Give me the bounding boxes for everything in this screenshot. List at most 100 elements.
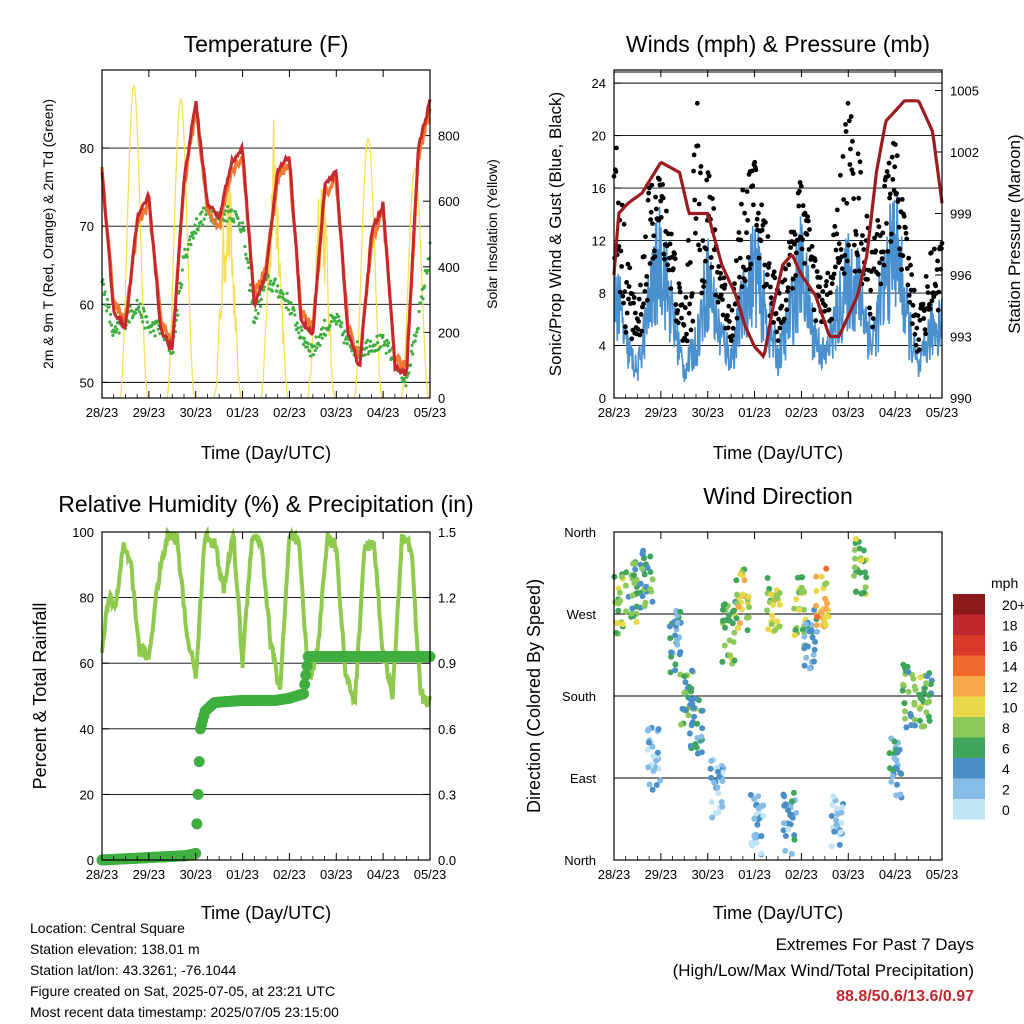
direction-point	[719, 658, 726, 665]
dewpoint-point	[312, 353, 316, 357]
dewpoint-point	[155, 319, 159, 323]
dewpoint-point	[383, 340, 387, 344]
direction-point	[708, 799, 715, 806]
dewpoint-point	[295, 321, 299, 325]
dewpoint-point	[266, 274, 270, 278]
legend-label: 4	[1002, 761, 1010, 777]
dewpoint-point	[355, 340, 359, 344]
dewpoint-point	[228, 216, 232, 220]
legend-label: 16	[1002, 638, 1018, 654]
direction-point	[766, 585, 773, 592]
gust-point	[776, 316, 781, 322]
gust-point	[934, 267, 940, 272]
direction-point	[733, 615, 740, 622]
gust-point	[669, 231, 674, 237]
gust-point	[738, 237, 744, 243]
legend-label: 8	[1002, 720, 1010, 736]
x-tick-label: 04/23	[879, 867, 912, 882]
gust-point	[745, 217, 751, 223]
gust-point	[844, 200, 850, 206]
gust-point	[901, 213, 907, 219]
dewpoint-point	[291, 305, 295, 310]
dewpoint-point	[342, 341, 346, 345]
gust-point	[887, 195, 892, 201]
dewpoint-point	[315, 346, 319, 350]
direction-point	[853, 535, 860, 542]
direction-point	[751, 796, 757, 802]
gust-point	[880, 249, 886, 255]
dewpoint-point	[245, 257, 249, 261]
legend-swatch	[953, 635, 985, 656]
dewpoint-point	[364, 341, 368, 345]
x-tick-label: 28/23	[598, 867, 631, 882]
direction-point	[822, 595, 829, 602]
gust-point	[625, 261, 631, 267]
dewpoint-point	[388, 348, 392, 352]
solar-insolation-line	[119, 84, 430, 399]
direction-point	[641, 571, 648, 578]
direction-point	[653, 757, 660, 764]
direction-point	[855, 568, 862, 575]
gust-point	[906, 293, 912, 298]
gust-point	[677, 289, 683, 295]
dewpoint-point	[289, 301, 293, 305]
direction-point	[633, 619, 640, 625]
dewpoint-point	[318, 343, 322, 347]
precip-point	[300, 669, 312, 681]
gust-point	[752, 159, 758, 165]
direction-point	[719, 778, 726, 784]
legend-label: 2	[1002, 782, 1010, 798]
direction-point	[650, 753, 657, 760]
gust-point	[870, 316, 876, 321]
gust-point	[624, 310, 630, 316]
direction-point	[768, 621, 775, 628]
gust-point	[698, 170, 703, 176]
direction-point	[644, 564, 651, 571]
x-tick-label: 02/23	[273, 405, 306, 420]
dewpoint-point	[415, 330, 419, 334]
dewpoint-point	[323, 318, 327, 322]
gust-point	[648, 217, 653, 223]
y-tick-label: 4	[599, 339, 606, 354]
direction-point	[891, 738, 898, 745]
gust-point	[885, 249, 891, 254]
direction-point	[632, 560, 639, 567]
dewpoint-point	[230, 208, 234, 212]
dewpoint-point	[292, 308, 296, 312]
direction-point	[797, 589, 804, 596]
gust-point	[684, 338, 690, 344]
gust-point	[644, 274, 650, 279]
gust-point	[793, 250, 799, 256]
dewpoint-point	[326, 327, 331, 332]
dewpoint-point	[144, 315, 149, 319]
gust-point	[658, 215, 664, 220]
direction-point	[788, 798, 795, 805]
dewpoint-point	[256, 312, 260, 316]
dewpoint-point	[177, 289, 181, 293]
dewpoint-point	[333, 316, 338, 320]
precip-point	[298, 688, 309, 700]
direction-point	[858, 590, 865, 597]
direction-point	[689, 667, 695, 674]
direction-point	[708, 774, 715, 781]
direction-point	[776, 590, 783, 596]
gust-point	[785, 289, 790, 294]
direction-point	[809, 634, 816, 641]
gust-point	[790, 276, 796, 282]
legend-label: 0	[1002, 802, 1010, 818]
y-tick-label-right: 200	[438, 325, 460, 340]
direction-point	[772, 627, 779, 634]
winds-panel: Winds (mph) & Pressure (mb) 0 4 8 12 16 20 24 9…	[546, 31, 1024, 463]
direction-point	[644, 727, 651, 734]
dewpoint-point	[299, 325, 303, 329]
gust-point	[888, 239, 894, 245]
direction-point	[746, 604, 752, 611]
gust-point	[690, 318, 696, 324]
direction-point	[801, 645, 808, 652]
y-tick-label: 60	[80, 656, 94, 671]
dewpoint-point	[422, 284, 427, 288]
direction-point	[801, 633, 808, 640]
x-tick-label: 03/23	[320, 405, 353, 420]
y-tick-label-right: 0.6	[438, 722, 456, 737]
dewpoint-point	[171, 350, 175, 354]
